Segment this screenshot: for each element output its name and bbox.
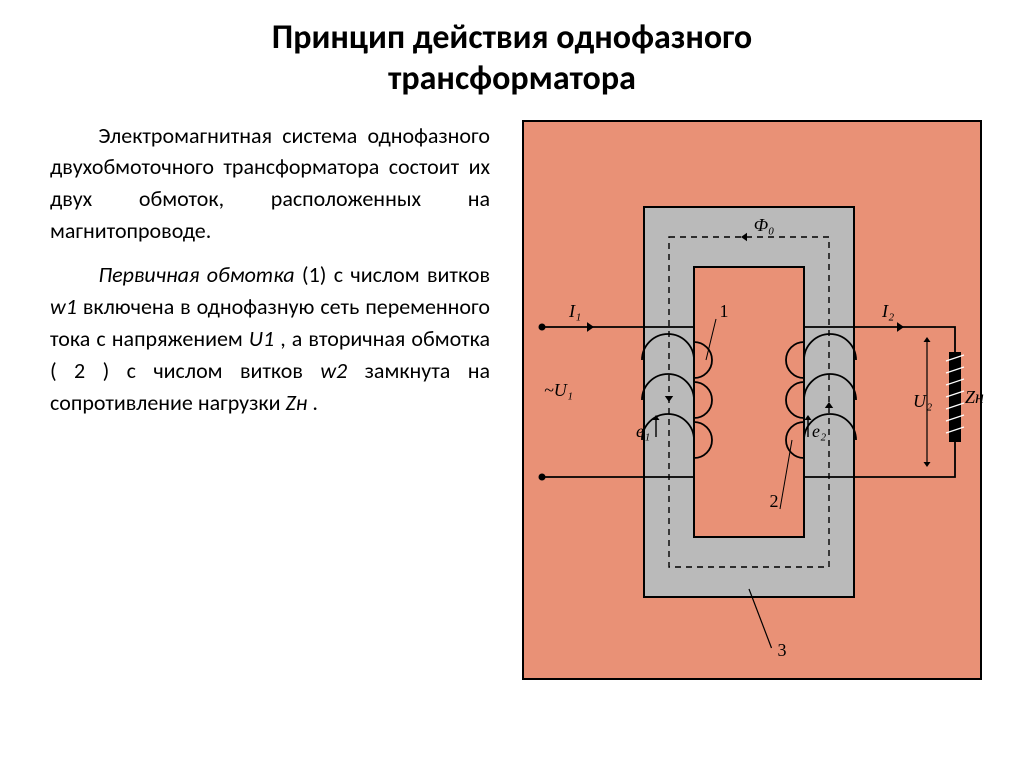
svg-text:Zн: Zн: [965, 387, 984, 407]
content-row: Электромагнитная система однофазного дву…: [0, 100, 1024, 700]
svg-text:U₂: U₂: [913, 391, 932, 411]
slide-title: Принцип действия однофазного трансформат…: [0, 0, 1024, 100]
p2-t1: (1) с числом витков: [295, 261, 490, 288]
svg-text:1: 1: [720, 301, 729, 321]
paragraph-2: Первичная обмотка (1) с числом витков w1…: [50, 259, 490, 418]
svg-text:e₁: e₁: [636, 421, 650, 441]
p2-w2: w2: [320, 357, 347, 384]
svg-text:I₂: I₂: [881, 301, 894, 321]
title-line2: трансформатора: [388, 58, 636, 99]
diagram-column: Ф₀ I₁ ~U₁ e₁ 1 I₂ e₂ U₂ Zн 2 3: [510, 120, 994, 700]
p2-zn: Zн: [286, 389, 308, 416]
title-line1: Принцип действия однофазного: [272, 17, 752, 58]
svg-text:2: 2: [770, 491, 779, 511]
transformer-diagram: Ф₀ I₁ ~U₁ e₁ 1 I₂ e₂ U₂ Zн 2 3: [522, 120, 982, 680]
p2-w1: w1: [50, 293, 77, 320]
svg-text:~U₁: ~U₁: [544, 380, 573, 400]
p2-prefix: Первичная обмотка: [98, 261, 294, 288]
text-column: Электромагнитная система однофазного дву…: [50, 120, 510, 700]
p2-end: .: [307, 389, 318, 416]
svg-text:e₂: e₂: [812, 421, 826, 441]
paragraph-1: Электромагнитная система однофазного дву…: [50, 120, 490, 248]
svg-text:Ф₀: Ф₀: [754, 215, 775, 235]
slide: Принцип действия однофазного трансформат…: [0, 0, 1024, 767]
p2-u1: U1: [249, 325, 274, 352]
svg-text:3: 3: [778, 640, 787, 660]
svg-text:I₁: I₁: [568, 301, 581, 321]
